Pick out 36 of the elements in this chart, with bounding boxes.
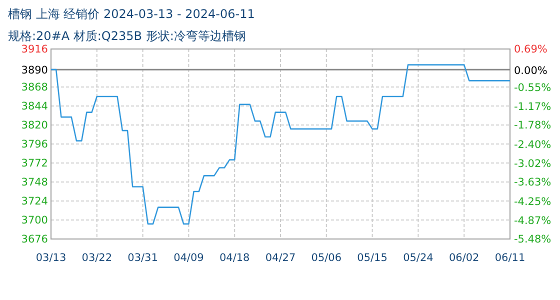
y2-tick-label: -0.55%: [514, 82, 552, 94]
y2-tick-label: 0.00%: [514, 64, 548, 77]
chart-subtitle: 规格:20#A 材质:Q235B 形状:冷弯等边槽钢: [8, 29, 246, 43]
x-tick-label: 03/22: [82, 252, 112, 264]
y2-tick-label: -3.63%: [514, 176, 552, 189]
y2-tick-label: -1.78%: [514, 120, 552, 132]
y-tick-label: 3724: [21, 196, 48, 208]
y-tick-label: 3890: [21, 64, 48, 76]
x-tick-label: 03/13: [36, 252, 66, 264]
x-tick-label: 04/09: [174, 252, 204, 264]
x-tick-label: 05/24: [403, 252, 434, 264]
x-tick-label: 04/27: [265, 252, 296, 264]
y-tick-label: 3748: [21, 176, 48, 189]
y-tick-label: 3916: [21, 44, 48, 56]
x-tick-label: 06/02: [448, 252, 480, 264]
y-tick-label: 3676: [21, 234, 48, 246]
y-tick-label: 3844: [21, 100, 48, 113]
y2-tick-label: -1.17%: [514, 100, 552, 113]
y2-tick-label: -3.02%: [514, 158, 552, 170]
y-tick-label: 3868: [21, 82, 48, 94]
y-tick-label: 3772: [21, 158, 48, 170]
y-tick-label: 3820: [21, 120, 48, 132]
y-tick-label: 3796: [21, 138, 48, 151]
y2-tick-label: 0.69%: [514, 44, 548, 56]
x-tick-label: 05/15: [357, 252, 388, 264]
line-series: [50, 64, 511, 225]
y2-tick-label: -5.48%: [514, 234, 552, 246]
x-tick-label: 05/06: [311, 252, 342, 264]
y2-tick-label: -4.87%: [514, 214, 552, 227]
y-tick-label: 3700: [21, 214, 48, 227]
x-tick-label: 03/31: [128, 252, 158, 264]
y2-tick-label: -2.40%: [514, 138, 552, 151]
chart-title: 槽钢 上海 经销价 2024-03-13 - 2024-06-11: [8, 7, 255, 21]
y2-tick-label: -4.25%: [514, 196, 552, 208]
x-tick-label: 06/11: [494, 252, 526, 264]
x-tick-label: 04/18: [219, 252, 250, 264]
